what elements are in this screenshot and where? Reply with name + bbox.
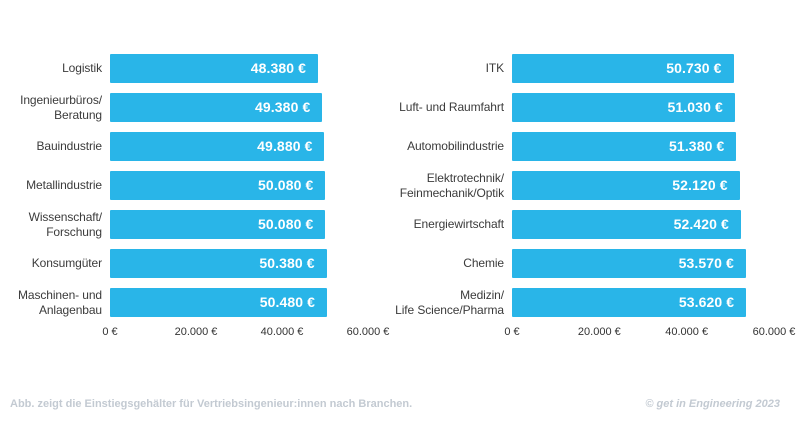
category-label: Elektrotechnik/ Feinmechanik/Optik xyxy=(399,170,504,200)
category-label: Bauindustrie xyxy=(36,139,102,153)
x-axis-tick: 0 € xyxy=(504,326,520,338)
bar: 50.080 € xyxy=(110,171,326,200)
bar-value-label: 49.380 € xyxy=(255,99,311,115)
bar-row: Ingenieurbüros/ Beratung 49.380 € xyxy=(8,88,368,127)
bar: 49.880 € xyxy=(110,132,325,161)
bar-value-label: 53.570 € xyxy=(678,255,734,271)
category-label: Maschinen- und Anlagenbau xyxy=(18,287,102,317)
bar-value-label: 51.030 € xyxy=(667,99,723,115)
bar: 51.030 € xyxy=(512,93,735,122)
bar-row: Maschinen- und Anlagenbau 50.480 € xyxy=(8,283,368,322)
x-axis-right: 0 € 20.000 € 40.000 € 60.000 € xyxy=(504,324,795,340)
x-axis-left: 0 € 20.000 € 40.000 € 60.000 € xyxy=(102,324,389,340)
category-label: Metallindustrie xyxy=(26,178,102,192)
bar-track: 49.380 € xyxy=(110,93,368,122)
bar-value-label: 50.080 € xyxy=(258,177,314,193)
bar-track: 52.420 € xyxy=(512,210,774,239)
x-axis-tick: 60.000 € xyxy=(752,326,796,338)
bar-row: Konsumgüter 50.380 € xyxy=(8,244,368,283)
bar-track: 50.080 € xyxy=(110,171,368,200)
bar-rows-left: Logistik 48.380 € Ingenieurbüros/ Beratung… xyxy=(8,49,368,322)
bar-value-label: 50.730 € xyxy=(666,60,722,76)
bar: 53.570 € xyxy=(512,249,746,278)
bar: 48.380 € xyxy=(110,54,319,83)
footer: Abb. zeigt die Einstiegsgehälter für Ver… xyxy=(10,398,780,410)
bar-track: 50.380 € xyxy=(110,249,368,278)
category-label: Logistik xyxy=(62,61,102,75)
bar-track: 49.880 € xyxy=(110,132,368,161)
bar: 52.120 € xyxy=(512,171,740,200)
bar: 53.620 € xyxy=(512,288,747,317)
category-label: Ingenieurbüros/ Beratung xyxy=(20,92,102,122)
category-label: Chemie xyxy=(463,256,504,270)
x-axis-tick: 40.000 € xyxy=(260,326,304,338)
bar-value-label: 52.120 € xyxy=(672,177,728,193)
category-label: ITK xyxy=(485,61,504,75)
bar-row: Automobilindustrie 51.380 € xyxy=(392,127,774,166)
category-label: Wissenschaft/ Forschung xyxy=(28,209,102,239)
bar-track: 53.570 € xyxy=(512,249,774,278)
bar-row: Bauindustrie 49.880 € xyxy=(8,127,368,166)
x-axis-tick: 20.000 € xyxy=(174,326,218,338)
category-label: Medizin/ Life Science/Pharma xyxy=(395,287,504,317)
bar: 50.480 € xyxy=(110,288,328,317)
figure-caption: Abb. zeigt die Einstiegsgehälter für Ver… xyxy=(10,398,413,410)
bar-value-label: 48.380 € xyxy=(250,60,307,76)
chart-right: ITK 50.730 € Luft- und Raumfahrt 51.030 € Au… xyxy=(392,49,795,340)
bar: 50.380 € xyxy=(110,249,327,278)
bar: 51.380 € xyxy=(512,132,737,161)
bar-row: Logistik 48.380 € xyxy=(8,49,368,88)
bar-row: Medizin/ Life Science/Pharma 53.620 € xyxy=(392,283,774,322)
bar-track: 50.730 € xyxy=(512,54,774,83)
bar-track: 50.080 € xyxy=(110,210,368,239)
category-label: Automobilindustrie xyxy=(407,139,504,153)
bar-track: 50.480 € xyxy=(110,288,368,317)
bar-track: 52.120 € xyxy=(512,171,774,200)
bar-row: Elektrotechnik/ Feinmechanik/Optik 52.120… xyxy=(392,166,774,205)
bar: 52.420 € xyxy=(512,210,741,239)
bar-row: Energiewirtschaft 52.420 € xyxy=(392,205,774,244)
bar: 49.380 € xyxy=(110,93,323,122)
bar-row: Metallindustrie 50.080 € xyxy=(8,166,368,205)
category-label: Konsumgüter xyxy=(31,256,102,270)
bar-value-label: 51.380 € xyxy=(669,138,725,154)
copyright-credit: © get in Engineering 2023 xyxy=(645,398,780,410)
bar-track: 51.380 € xyxy=(512,132,774,161)
bar-value-label: 50.380 € xyxy=(259,255,315,271)
bar-value-label: 50.480 € xyxy=(259,294,316,310)
bar-rows-right: ITK 50.730 € Luft- und Raumfahrt 51.030 € Au… xyxy=(392,49,774,322)
bar-value-label: 53.620 € xyxy=(678,294,735,310)
bar-value-label: 49.880 € xyxy=(257,138,313,154)
x-axis-tick: 20.000 € xyxy=(577,326,621,338)
bar-row: Wissenschaft/ Forschung 50.080 € xyxy=(8,205,368,244)
bar: 50.730 € xyxy=(512,54,734,83)
x-axis-tick: 60.000 € xyxy=(346,326,390,338)
bar-track: 51.030 € xyxy=(512,93,774,122)
x-axis-tick: 40.000 € xyxy=(665,326,709,338)
bar-row: Chemie 53.570 € xyxy=(392,244,774,283)
bar-row: ITK 50.730 € xyxy=(392,49,774,88)
bar-value-label: 50.080 € xyxy=(258,216,314,232)
bar-track: 53.620 € xyxy=(512,288,774,317)
x-axis-tick: 0 € xyxy=(102,326,118,338)
bar: 50.080 € xyxy=(110,210,326,239)
category-label: Luft- und Raumfahrt xyxy=(399,100,504,114)
category-label: Energiewirtschaft xyxy=(413,217,504,231)
bar-row: Luft- und Raumfahrt 51.030 € xyxy=(392,88,774,127)
bar-track: 48.380 € xyxy=(110,54,368,83)
bar-value-label: 52.420 € xyxy=(673,216,729,232)
chart-left: Logistik 48.380 € Ingenieurbüros/ Beratung… xyxy=(8,49,389,340)
